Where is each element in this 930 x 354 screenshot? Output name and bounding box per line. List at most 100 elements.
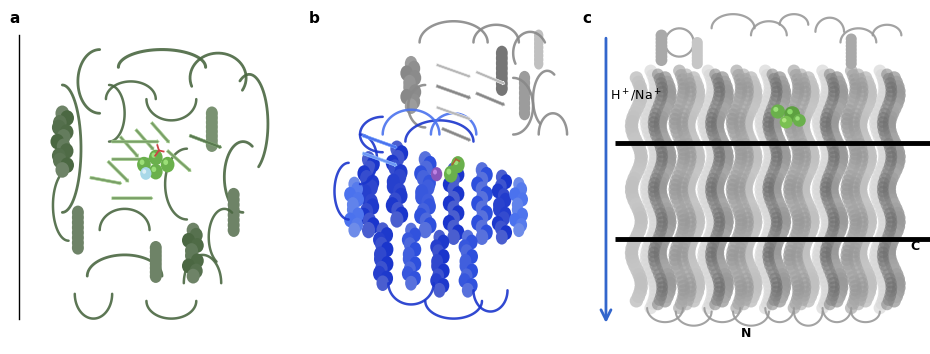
Circle shape bbox=[447, 181, 459, 197]
Circle shape bbox=[855, 176, 869, 189]
Circle shape bbox=[821, 284, 833, 297]
Circle shape bbox=[848, 251, 860, 263]
Circle shape bbox=[719, 286, 733, 299]
Circle shape bbox=[513, 223, 525, 237]
Circle shape bbox=[861, 76, 874, 89]
Circle shape bbox=[462, 230, 473, 245]
Circle shape bbox=[754, 113, 767, 125]
Circle shape bbox=[206, 138, 218, 152]
Circle shape bbox=[789, 271, 802, 284]
Circle shape bbox=[883, 164, 895, 176]
Circle shape bbox=[859, 71, 872, 85]
Circle shape bbox=[496, 51, 508, 65]
Circle shape bbox=[889, 163, 903, 176]
Circle shape bbox=[720, 211, 734, 224]
Circle shape bbox=[656, 212, 668, 223]
Circle shape bbox=[725, 117, 738, 130]
Circle shape bbox=[720, 93, 733, 106]
Circle shape bbox=[644, 267, 657, 279]
Circle shape bbox=[634, 89, 648, 102]
Circle shape bbox=[819, 116, 831, 128]
Circle shape bbox=[423, 217, 436, 234]
Circle shape bbox=[885, 212, 897, 223]
Circle shape bbox=[462, 283, 473, 298]
Circle shape bbox=[883, 268, 894, 280]
Circle shape bbox=[856, 255, 869, 268]
Circle shape bbox=[662, 286, 675, 299]
Circle shape bbox=[655, 176, 668, 189]
Circle shape bbox=[791, 280, 804, 292]
Circle shape bbox=[879, 173, 891, 184]
Circle shape bbox=[805, 207, 818, 220]
Circle shape bbox=[886, 233, 899, 246]
Circle shape bbox=[793, 129, 805, 141]
Circle shape bbox=[631, 202, 644, 216]
Circle shape bbox=[739, 229, 751, 241]
Circle shape bbox=[826, 181, 839, 194]
Circle shape bbox=[519, 96, 530, 110]
Circle shape bbox=[881, 199, 893, 210]
Circle shape bbox=[720, 154, 734, 167]
Circle shape bbox=[534, 46, 543, 57]
Circle shape bbox=[706, 125, 718, 137]
Circle shape bbox=[871, 104, 884, 116]
Circle shape bbox=[891, 80, 905, 93]
Circle shape bbox=[775, 163, 788, 176]
Circle shape bbox=[857, 147, 869, 158]
Circle shape bbox=[833, 224, 846, 238]
Circle shape bbox=[777, 211, 790, 224]
Circle shape bbox=[653, 99, 665, 110]
Circle shape bbox=[742, 221, 753, 232]
Circle shape bbox=[846, 95, 858, 108]
Circle shape bbox=[763, 186, 774, 198]
Circle shape bbox=[713, 155, 725, 167]
Circle shape bbox=[814, 262, 827, 275]
Circle shape bbox=[748, 286, 762, 299]
Circle shape bbox=[672, 267, 685, 279]
Circle shape bbox=[682, 164, 694, 176]
Circle shape bbox=[855, 294, 866, 306]
Circle shape bbox=[726, 108, 739, 121]
Circle shape bbox=[888, 137, 902, 150]
Circle shape bbox=[873, 100, 885, 112]
Circle shape bbox=[764, 82, 777, 95]
Circle shape bbox=[845, 55, 857, 65]
Circle shape bbox=[789, 232, 802, 244]
Circle shape bbox=[646, 297, 658, 310]
Circle shape bbox=[684, 90, 697, 102]
Circle shape bbox=[767, 268, 779, 280]
Circle shape bbox=[820, 86, 833, 99]
Circle shape bbox=[726, 253, 738, 266]
Circle shape bbox=[690, 207, 704, 220]
Circle shape bbox=[856, 207, 867, 219]
Circle shape bbox=[832, 268, 846, 281]
Circle shape bbox=[719, 224, 732, 238]
Circle shape bbox=[701, 100, 714, 112]
Circle shape bbox=[72, 206, 84, 219]
Circle shape bbox=[447, 220, 459, 235]
Circle shape bbox=[892, 211, 906, 224]
Circle shape bbox=[787, 131, 800, 143]
Circle shape bbox=[437, 235, 449, 250]
Circle shape bbox=[759, 302, 772, 314]
Circle shape bbox=[476, 229, 488, 245]
Circle shape bbox=[711, 185, 724, 198]
Circle shape bbox=[404, 237, 416, 252]
Circle shape bbox=[862, 286, 876, 299]
Circle shape bbox=[763, 121, 774, 132]
Circle shape bbox=[764, 86, 776, 99]
Circle shape bbox=[768, 181, 781, 194]
Circle shape bbox=[709, 199, 721, 210]
Circle shape bbox=[409, 70, 421, 86]
Circle shape bbox=[684, 281, 697, 293]
Circle shape bbox=[733, 275, 746, 288]
Circle shape bbox=[742, 212, 753, 223]
Circle shape bbox=[771, 216, 783, 228]
Circle shape bbox=[727, 192, 739, 204]
Circle shape bbox=[692, 37, 703, 48]
Circle shape bbox=[885, 286, 897, 297]
Circle shape bbox=[777, 150, 791, 163]
Circle shape bbox=[771, 104, 785, 119]
Circle shape bbox=[892, 154, 906, 167]
Circle shape bbox=[885, 194, 898, 207]
